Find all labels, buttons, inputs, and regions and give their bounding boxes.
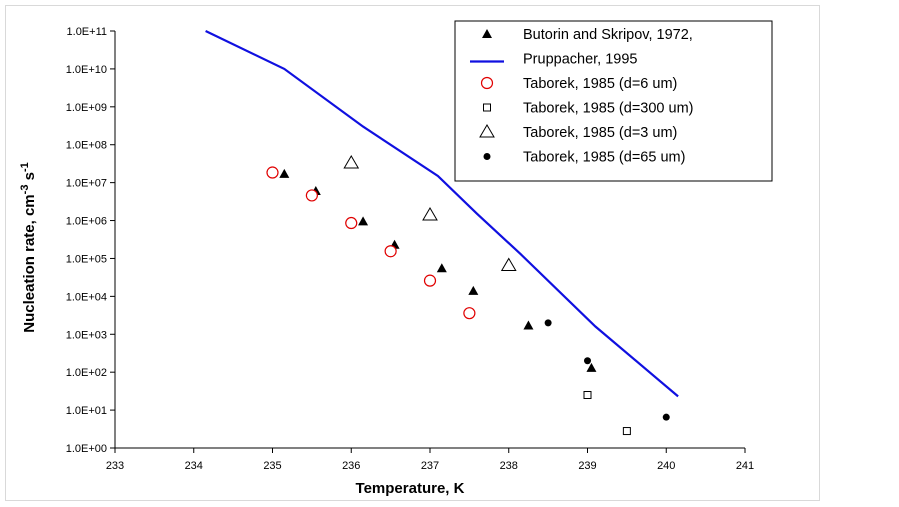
x-tick-label: 235 <box>263 460 281 472</box>
y-tick-label: 1.0E+03 <box>66 329 107 341</box>
data-point <box>279 168 290 178</box>
series-3 <box>583 391 631 436</box>
series-layer <box>205 30 679 436</box>
y-axis-title: Nucleation rate, cm-3 s-1 <box>19 162 38 332</box>
legend-label: Taborek, 1985 (d=300 um) <box>523 101 693 117</box>
data-point <box>500 257 517 272</box>
data-point <box>586 362 597 372</box>
y-tick-label: 1.0E+07 <box>66 178 107 190</box>
legend-item: Pruppacher, 1995 <box>470 52 637 68</box>
data-point <box>583 391 592 400</box>
legend-label: Pruppacher, 1995 <box>523 52 637 68</box>
legend-item: Butorin and Skripov, 1972, <box>482 27 693 43</box>
x-tick-label: 241 <box>736 460 754 472</box>
legend-label: Taborek, 1985 (d=3 um) <box>523 125 677 141</box>
y-axis-title-main: Nucleation rate, cm <box>21 194 38 332</box>
x-tick-label: 234 <box>185 460 203 472</box>
x-axis-title: Temperature, K <box>356 480 465 497</box>
y-axis-title-exp1: -3 <box>19 185 31 195</box>
y-tick-label: 1.0E+08 <box>66 140 107 152</box>
data-point <box>423 274 437 287</box>
y-axis-title-exp2: -1 <box>19 162 31 172</box>
data-point <box>463 307 476 320</box>
legend-label: Butorin and Skripov, 1972, <box>523 27 693 43</box>
legend-swatch <box>483 153 491 160</box>
data-point <box>358 216 369 226</box>
legend-item: Taborek, 1985 (d=65 um) <box>483 150 685 166</box>
y-tick-label: 1.0E+05 <box>66 253 107 265</box>
data-point <box>523 320 534 330</box>
data-point <box>345 216 358 230</box>
legend-swatch <box>480 76 494 90</box>
y-tick-label: 1.0E+01 <box>66 405 107 417</box>
series-5 <box>544 319 670 421</box>
y-ticks: 1.0E+00 1.0E+01 1.0E+02 1.0E+03 1.0E+04 1.0E+… <box>66 26 115 455</box>
pruppacher-line <box>205 30 679 398</box>
y-tick-label: 1.0E+00 <box>66 443 107 455</box>
y-tick-label: 1.0E+02 <box>66 367 107 379</box>
x-tick-label: 233 <box>106 460 124 472</box>
data-point <box>584 357 591 365</box>
series-4 <box>343 154 517 272</box>
x-tick-label: 237 <box>421 460 439 472</box>
legend-label: Taborek, 1985 (d=6 um) <box>523 76 677 92</box>
y-tick-label: 1.0E+09 <box>66 102 107 114</box>
legend-item: Taborek, 1985 (d=6 um) <box>480 76 677 92</box>
y-tick-label: 1.0E+06 <box>66 216 107 228</box>
legend-swatch <box>482 29 492 38</box>
data-point <box>436 263 447 273</box>
legend-swatch <box>479 124 495 138</box>
legend-item: Taborek, 1985 (d=3 um) <box>479 124 677 141</box>
data-point <box>662 413 670 421</box>
x-tick-label: 238 <box>500 460 518 472</box>
legend-item: Taborek, 1985 (d=300 um) <box>483 101 693 117</box>
data-point <box>422 207 438 221</box>
data-point <box>468 285 479 295</box>
legend: Butorin and Skripov, 1972, Pruppacher, 19… <box>454 20 773 182</box>
data-point <box>544 319 552 327</box>
data-point <box>305 189 318 202</box>
series-1 <box>205 30 679 398</box>
y-axis-title-mid: s <box>21 172 38 185</box>
x-tick-label: 240 <box>657 460 675 472</box>
series-2 <box>266 166 476 320</box>
data-point <box>622 427 631 436</box>
x-tick-label: 236 <box>342 460 360 472</box>
plot-area: 1.0E+00 1.0E+01 1.0E+02 1.0E+03 1.0E+04 1.0E+… <box>66 26 754 472</box>
data-point <box>343 154 360 169</box>
y-tick-label: 1.0E+11 <box>67 26 107 38</box>
x-ticks: 233 234 235 236 237 238 239 240 241 <box>106 448 754 472</box>
y-tick-label: 1.0E+10 <box>66 64 107 76</box>
x-tick-label: 239 <box>578 460 596 472</box>
y-tick-label: 1.0E+04 <box>66 291 107 303</box>
series-0 <box>279 168 597 372</box>
data-point <box>384 245 397 258</box>
legend-label: Taborek, 1985 (d=65 um) <box>523 150 685 166</box>
data-point <box>266 166 279 179</box>
legend-swatch <box>483 103 491 112</box>
legend-box <box>454 20 773 182</box>
